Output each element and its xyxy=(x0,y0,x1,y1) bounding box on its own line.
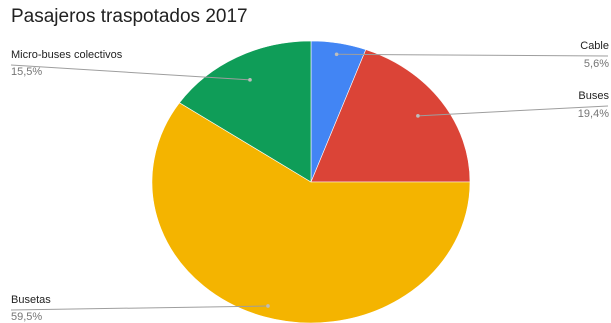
label-buses: Buses xyxy=(578,90,609,102)
label-cable: Cable xyxy=(580,40,609,52)
chart-title: Pasajeros traspotados 2017 xyxy=(11,6,248,27)
label-busetas: Busetas xyxy=(11,294,51,306)
leader-micro-buses xyxy=(10,64,251,81)
leader-buses-dot xyxy=(416,114,420,118)
leader-cable-dot xyxy=(334,52,339,57)
value-cable: 5,6% xyxy=(583,58,609,70)
leader-micro-buses-dot xyxy=(248,78,252,82)
slice-buses xyxy=(310,49,471,183)
leader-busetas xyxy=(10,305,268,311)
value-micro-buses: 15,5% xyxy=(11,66,43,78)
leader-buses xyxy=(417,105,609,117)
slice-micro-buses xyxy=(179,40,312,183)
leader-cable xyxy=(336,53,609,57)
value-buses: 19,4% xyxy=(577,108,609,120)
label-micro-buses: Micro-buses colectivos xyxy=(11,49,123,61)
slice-busetas xyxy=(151,102,471,323)
leader-busetas-dot xyxy=(266,304,270,308)
value-busetas: 59,5% xyxy=(11,311,43,323)
